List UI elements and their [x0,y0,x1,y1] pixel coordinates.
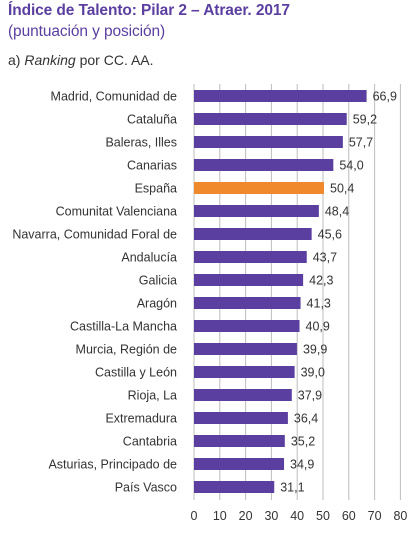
bar [194,251,307,263]
bar [194,412,288,424]
category-label: España [135,182,177,196]
value-label: 41,3 [307,297,331,311]
category-label: Aragón [137,297,177,311]
section-prefix: a) [8,52,25,68]
value-label: 31,1 [280,481,304,495]
category-label: Castilla y León [95,366,177,380]
section-suffix: por CC. AA. [75,52,154,68]
section-label: a) Ranking por CC. AA. [8,52,154,68]
category-label: Madrid, Comunidad de [51,90,178,104]
x-tick-label: 60 [342,509,356,523]
value-label: 45,6 [318,228,342,242]
bar [194,435,285,447]
bar [194,228,312,240]
value-label: 54,0 [339,159,363,173]
bar [194,136,343,148]
value-label: 39,9 [303,343,327,357]
category-label: Baleras, Illes [105,136,177,150]
category-label: Extremadura [105,412,177,426]
value-label: 50,4 [330,182,354,196]
x-tick-label: 20 [239,509,253,523]
x-tick-label: 10 [213,509,227,523]
value-label: 66,9 [373,90,397,104]
x-tick-label: 40 [290,509,304,523]
x-tick-label: 80 [393,509,407,523]
value-label: 36,4 [294,412,318,426]
category-label: Navarra, Comunidad Foral de [12,228,177,242]
bar [194,389,292,401]
category-label: Rioja, La [128,389,177,403]
grid-lines [193,84,401,500]
bar [194,366,295,378]
value-labels: 66,9 59,2 57,7 54,0 50,4 48,4 45,6 43,7 42,3 41,3… [280,90,397,495]
x-tick-label: 70 [368,509,382,523]
x-axis-ticks: 0 10 20 30 40 50 60 70 80 [191,509,408,523]
bar [194,458,285,470]
chart-subtitle: (puntuación y posición) [8,23,166,40]
value-label: 35,2 [291,435,315,449]
category-labels: Madrid, Comunidad de Cataluña Baleras, Ill… [12,90,177,495]
value-label: 59,2 [353,113,377,127]
bar [194,182,325,194]
value-label: 34,9 [290,458,314,472]
bar [194,113,347,125]
bar [194,320,300,332]
category-label: Galicia [139,274,177,288]
bar [194,90,367,102]
value-label: 39,0 [301,366,325,380]
bar [194,343,297,355]
category-label: Comunitat Valenciana [56,205,177,219]
value-label: 43,7 [313,251,337,265]
category-label: País Vasco [115,481,177,495]
value-label: 42,3 [309,274,333,288]
x-tick-label: 50 [316,509,330,523]
value-label: 40,9 [306,320,330,334]
bar [194,481,275,493]
bar [194,274,304,286]
category-label: Castilla-La Mancha [70,320,177,334]
category-label: Cantabria [123,435,177,449]
section-italic: Ranking [24,52,76,68]
category-label: Canarias [127,159,177,173]
category-label: Murcia, Región de [76,343,177,357]
category-label: Cataluña [127,113,177,127]
value-label: 48,4 [325,205,349,219]
bar [194,159,334,171]
bar [194,297,301,309]
bars [194,90,367,493]
bar [194,205,319,217]
category-label: Asturias, Principado de [48,458,177,472]
x-tick-label: 0 [191,509,198,523]
category-label: Andalucía [121,251,177,265]
value-label: 57,7 [349,136,373,150]
value-label: 37,9 [298,389,322,403]
chart-title: Índice de Talento: Pilar 2 – Atraer. 201… [8,2,290,19]
x-tick-label: 30 [264,509,278,523]
